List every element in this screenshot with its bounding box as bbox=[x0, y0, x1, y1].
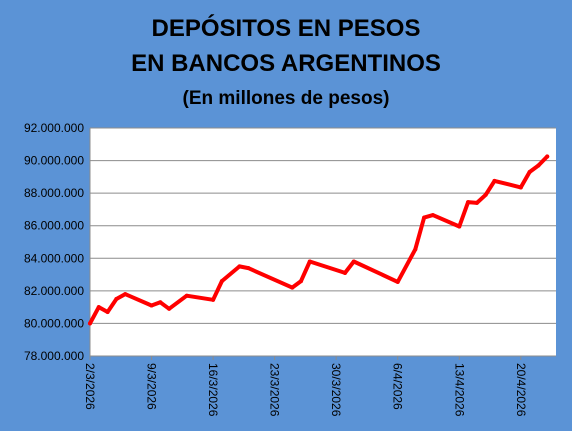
data-point bbox=[413, 247, 418, 252]
data-point bbox=[518, 185, 523, 190]
y-tick-label: 80.000.000 bbox=[24, 316, 84, 330]
data-point bbox=[457, 224, 462, 229]
x-tick-label: 13/4/2026 bbox=[452, 363, 466, 417]
y-tick-label: 88.000.000 bbox=[24, 186, 84, 200]
x-tick-label: 23/3/2026 bbox=[268, 363, 282, 417]
y-tick-label: 86.000.000 bbox=[24, 219, 84, 233]
series-layer bbox=[88, 154, 550, 326]
data-point bbox=[474, 200, 479, 205]
data-point bbox=[184, 293, 189, 298]
plot-area bbox=[90, 128, 556, 356]
y-tick-label: 90.000.000 bbox=[24, 154, 84, 168]
data-point bbox=[545, 154, 550, 159]
data-point bbox=[211, 297, 216, 302]
data-point bbox=[483, 192, 488, 197]
data-point bbox=[466, 200, 471, 205]
data-point bbox=[219, 279, 224, 284]
data-point bbox=[527, 169, 532, 174]
x-tick-label: 30/3/2026 bbox=[329, 363, 343, 417]
x-tick-label: 9/3/2026 bbox=[145, 363, 159, 410]
chart-subtitle: (En millones de pesos) bbox=[183, 88, 390, 109]
x-tick-label: 16/3/2026 bbox=[206, 363, 220, 417]
data-point bbox=[246, 266, 251, 271]
data-point bbox=[290, 285, 295, 290]
gridlines bbox=[90, 127, 556, 324]
x-axis-ticks: 2/3/2026 9/3/2026 16/3/2026 23/3/2026 30/3/2… bbox=[83, 356, 528, 417]
x-tick-label: 6/4/2026 bbox=[391, 363, 405, 410]
y-tick-label: 82.000.000 bbox=[24, 284, 84, 298]
x-tick-label: 2/3/2026 bbox=[83, 363, 97, 410]
data-point bbox=[299, 279, 304, 284]
data-point bbox=[158, 300, 163, 305]
data-point bbox=[237, 264, 242, 269]
data-point bbox=[114, 297, 119, 301]
chart-title-line-1: DEPÓSITOS EN PESOS bbox=[152, 14, 421, 42]
data-point bbox=[395, 279, 400, 284]
y-tick-label: 92.000.000 bbox=[24, 121, 84, 135]
data-point bbox=[351, 259, 356, 264]
axes bbox=[89, 128, 556, 357]
data-point bbox=[307, 259, 312, 264]
y-tick-label: 84.000.000 bbox=[24, 251, 84, 265]
data-point bbox=[96, 305, 101, 310]
chart-title-line-2: EN BANCOS ARGENTINOS bbox=[131, 50, 441, 77]
y-tick-label: 78.000.000 bbox=[24, 349, 84, 363]
data-point bbox=[167, 306, 172, 311]
data-point bbox=[88, 321, 92, 326]
data-point bbox=[105, 310, 110, 315]
y-axis-ticks: 78.000.000 80.000.000 82.000.000 84.000.000… bbox=[24, 121, 84, 363]
data-point bbox=[123, 292, 128, 297]
data-point bbox=[492, 178, 497, 183]
data-point bbox=[422, 215, 427, 220]
data-point bbox=[536, 163, 541, 168]
data-point bbox=[430, 213, 435, 218]
x-tick-label: 20/4/2026 bbox=[514, 363, 528, 417]
data-point bbox=[149, 303, 154, 308]
data-point bbox=[342, 270, 347, 275]
